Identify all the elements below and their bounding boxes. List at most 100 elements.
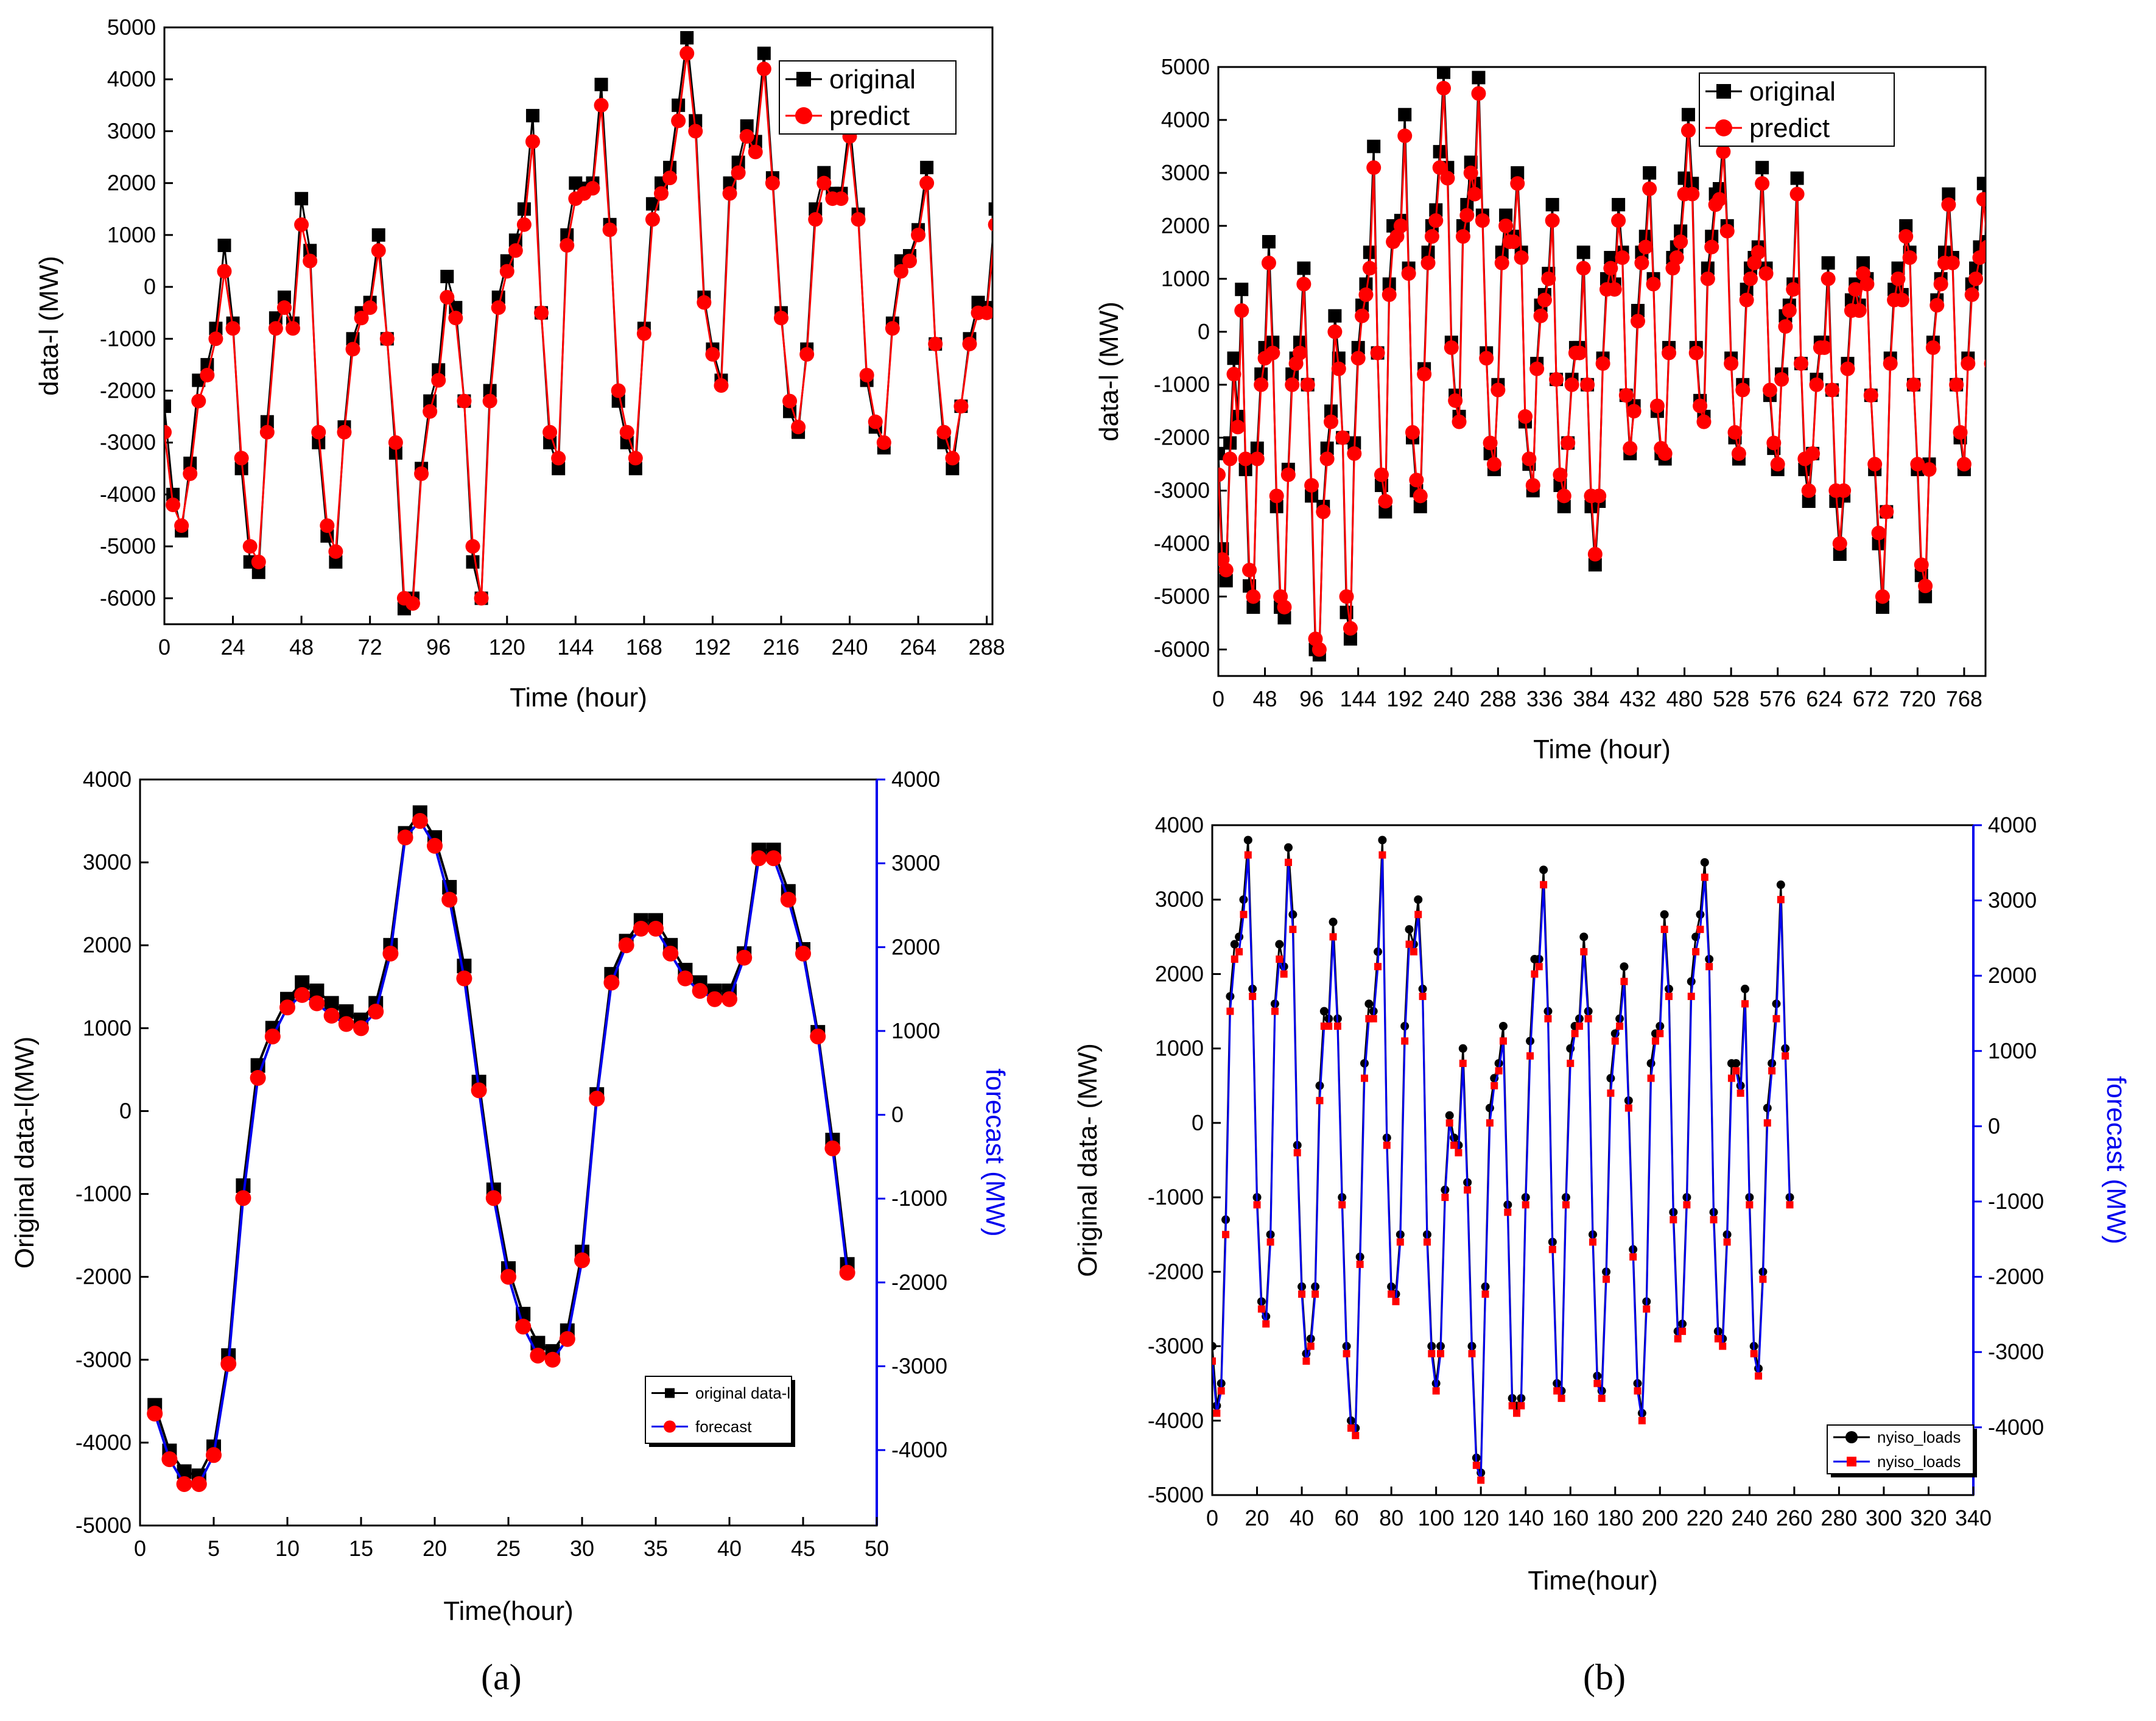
data-point-circle xyxy=(1894,292,1909,308)
data-point-circle xyxy=(773,311,788,326)
data-point-circle xyxy=(1218,563,1234,578)
data-point-circle xyxy=(1696,414,1712,429)
data-point-square xyxy=(1593,1379,1601,1387)
data-point-circle xyxy=(1750,245,1766,260)
data-point-circle xyxy=(2120,287,2135,302)
data-point-circle xyxy=(1364,999,1374,1008)
data-point-circle xyxy=(294,217,309,232)
data-point-square xyxy=(1495,245,1509,259)
data-point-circle xyxy=(2073,346,2088,361)
plot-frame xyxy=(1211,824,1975,1496)
data-point-square xyxy=(2105,367,2118,381)
y-tick-label: 1000 xyxy=(107,222,156,247)
data-point-square xyxy=(1369,1015,1377,1022)
data-point-circle xyxy=(1863,388,1878,403)
data-point-circle xyxy=(345,342,360,357)
series-line-0 xyxy=(1212,840,1791,1473)
data-point-square xyxy=(2082,261,2095,275)
data-point-square xyxy=(217,238,231,252)
data-point-circle xyxy=(1891,271,1906,286)
data-point-square xyxy=(2078,304,2091,317)
data-point-circle xyxy=(671,113,686,128)
data-point-square xyxy=(1919,590,1933,604)
data-point-circle xyxy=(2089,473,2104,487)
plot-frame xyxy=(1217,66,1987,677)
data-point-circle xyxy=(1735,382,1750,398)
data-point-circle xyxy=(1961,356,1976,371)
x-tick-label: 320 xyxy=(1910,1505,1947,1530)
data-point-square xyxy=(1240,910,1248,918)
data-point-circle xyxy=(1741,984,1749,993)
data-point-circle xyxy=(677,970,694,987)
data-point-circle xyxy=(164,424,172,440)
data-point-square xyxy=(1723,1238,1731,1246)
data-point-square xyxy=(1271,1007,1279,1015)
data-point-square xyxy=(1665,993,1673,1001)
data-point-circle xyxy=(183,466,198,481)
data-point-circle xyxy=(471,1082,487,1099)
y-tick-label: 4000 xyxy=(107,66,156,91)
data-point-circle xyxy=(1409,473,1424,488)
data-point-circle xyxy=(2077,314,2092,328)
legend-marker-square xyxy=(796,72,811,86)
data-point-square xyxy=(1361,1074,1368,1082)
legend-label: original data-l xyxy=(695,1384,790,1402)
data-point-circle xyxy=(736,949,753,966)
data-point-square xyxy=(2109,304,2123,317)
data-point-square xyxy=(1472,1462,1480,1469)
data-point-circle xyxy=(2027,478,2042,493)
y-tick-label: 4000 xyxy=(1155,812,1204,837)
data-point-circle xyxy=(353,1020,369,1036)
data-point-circle xyxy=(1312,642,1327,657)
data-point-square xyxy=(1413,499,1427,513)
data-point-square xyxy=(2008,256,2021,270)
data-point-square xyxy=(1612,198,1626,212)
legend-marker-circle xyxy=(664,1420,676,1433)
x-tick-label: 480 xyxy=(1666,686,1703,711)
panel-label-b: (b) xyxy=(1583,1657,1626,1697)
data-point-circle xyxy=(559,1331,575,1347)
series-line-1 xyxy=(164,53,992,605)
data-point-square xyxy=(2023,463,2037,476)
data-point-circle xyxy=(208,331,223,347)
data-point-square xyxy=(1856,256,1870,270)
data-point-circle xyxy=(1638,239,1653,255)
data-point-circle xyxy=(1634,255,1649,270)
data-point-circle xyxy=(217,264,232,279)
x-tick-label: 340 xyxy=(1955,1505,1992,1530)
data-point-circle xyxy=(1246,589,1261,604)
legend-marker-square xyxy=(1716,84,1731,99)
data-point-square xyxy=(1607,1089,1615,1097)
data-point-circle xyxy=(1275,940,1284,949)
data-point-circle xyxy=(176,1476,192,1492)
data-point-circle xyxy=(1553,467,1568,482)
data-point-circle xyxy=(1646,276,1661,292)
y-tick-label: -2000 xyxy=(1154,425,1210,450)
data-point-circle xyxy=(1393,218,1408,233)
data-point-circle xyxy=(1914,557,1929,572)
data-point-square xyxy=(988,202,992,216)
data-point-square xyxy=(2121,283,2134,296)
data-point-circle xyxy=(876,435,891,450)
data-point-square xyxy=(1423,1238,1431,1246)
data-point-circle xyxy=(1832,536,1847,551)
data-point-square xyxy=(1298,1290,1306,1298)
data-point-square xyxy=(277,290,291,304)
data-point-circle xyxy=(1631,314,1646,329)
data-point-square xyxy=(1481,1290,1489,1298)
data-point-circle xyxy=(1755,176,1770,191)
x-tick-label: 200 xyxy=(1642,1505,1678,1530)
data-point-circle xyxy=(1606,1074,1615,1083)
data-point-circle xyxy=(2140,309,2154,323)
data-point-circle xyxy=(1580,377,1595,392)
data-point-circle xyxy=(1556,488,1571,504)
data-point-square xyxy=(1437,1350,1444,1357)
data-point-circle xyxy=(1467,186,1483,202)
data-point-square xyxy=(1575,1022,1583,1030)
y-tick-label: 1000 xyxy=(83,1015,132,1040)
data-point-square xyxy=(1014,519,1028,532)
data-point-circle xyxy=(2081,272,2096,286)
x-tick-label: 120 xyxy=(489,635,525,660)
x-tick-label: 20 xyxy=(423,1536,447,1561)
data-point-square xyxy=(1392,1298,1400,1306)
